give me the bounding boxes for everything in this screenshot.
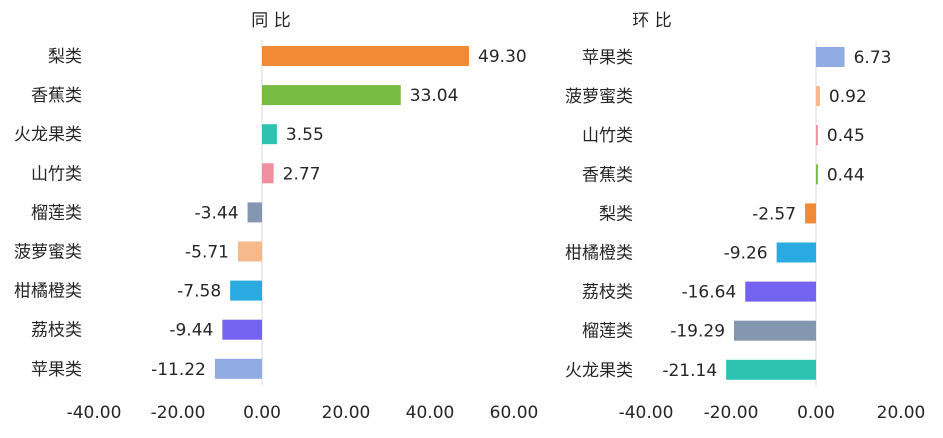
yoy-bar: [222, 319, 262, 340]
mom-bar: [745, 281, 816, 302]
mom-bar: [816, 47, 845, 67]
yoy-value-label: -5.71: [185, 243, 229, 263]
mom-value-label: -21.14: [662, 361, 717, 381]
yoy-bar: [262, 46, 470, 66]
mom-category-label: 梨类: [599, 204, 633, 224]
yoy-value-label: -3.44: [195, 203, 239, 223]
mom-value-label: 0.92: [829, 87, 867, 107]
yoy-category-label: 菠萝蜜类: [14, 243, 82, 263]
mom-category-label: 苹果类: [582, 48, 633, 68]
yoy-value-label: 33.04: [410, 86, 459, 106]
mom-value-label: 0.44: [827, 165, 865, 185]
yoy-value-label: -7.58: [177, 282, 221, 302]
yoy-bar: [262, 163, 274, 184]
mom-category-label: 火龙果类: [565, 361, 633, 381]
mom-category-label: 榴莲类: [582, 322, 633, 342]
mom-value-label: -9.26: [724, 244, 768, 264]
yoy-bar: [247, 202, 262, 223]
yoy-category-label: 榴莲类: [31, 203, 82, 223]
yoy-x-tick-label: 60.00: [490, 403, 539, 423]
mom-category-label: 菠萝蜜类: [565, 87, 633, 107]
mom-bar: [816, 164, 818, 185]
yoy-x-tick-label: -20.00: [151, 403, 206, 423]
mom-bar: [816, 86, 820, 107]
mom-x-tick-label: 20.00: [877, 403, 926, 423]
yoy-value-label: 2.77: [283, 164, 321, 184]
mom-bar: [726, 359, 816, 380]
mom-x-tick-label: -40.00: [619, 403, 674, 423]
yoy-category-label: 柑橘橙类: [14, 282, 82, 302]
yoy-bar: [238, 241, 262, 262]
mom-x-tick-label: -20.00: [704, 403, 759, 423]
yoy-category-label: 火龙果类: [14, 125, 82, 145]
yoy-value-label: -9.44: [169, 321, 213, 341]
mom-value-label: 6.73: [854, 48, 892, 68]
yoy-bar: [214, 358, 262, 379]
yoy-category-label: 梨类: [48, 47, 82, 67]
mom-x-tick-label: 0.00: [797, 403, 835, 423]
yoy-category-label: 荔枝类: [31, 321, 82, 341]
yoy-x-tick-label: 0.00: [243, 403, 281, 423]
mom-value-label: -16.64: [681, 283, 736, 303]
mom-category-label: 荔枝类: [582, 283, 633, 303]
mom-bar: [734, 320, 816, 341]
yoy-bar: [262, 85, 401, 106]
yoy-x-tick-label: 40.00: [406, 403, 455, 423]
mom-category-label: 柑橘橙类: [565, 244, 633, 264]
yoy-value-label: 3.55: [286, 125, 324, 145]
yoy-category-label: 香蕉类: [31, 86, 82, 106]
mom-bar: [816, 125, 818, 146]
yoy-x-tick-label: 20.00: [322, 403, 371, 423]
mom-bar: [776, 242, 816, 263]
yoy-category-label: 山竹类: [31, 164, 82, 184]
mom-category-label: 山竹类: [582, 126, 633, 146]
mom-category-label: 香蕉类: [582, 165, 633, 185]
yoy-bar: [230, 280, 262, 301]
mom-chart-title: 环 比: [632, 11, 671, 31]
yoy-chart-panel: 同 比梨类 49.30 香蕉类 33.04 火龙果类 3.55 山竹类 2.77 榴莲类 -3.4…: [14, 11, 538, 423]
yoy-x-tick-label: -40.00: [67, 403, 122, 423]
yoy-bar: [262, 124, 277, 145]
mom-value-label: -19.29: [670, 322, 725, 342]
mom-value-label: 0.45: [827, 126, 865, 146]
mom-bar: [805, 203, 816, 224]
yoy-value-label: 49.30: [478, 47, 527, 67]
yoy-category-label: 苹果类: [31, 360, 82, 380]
yoy-value-label: -11.22: [151, 360, 206, 380]
yoy-chart-title: 同 比: [251, 11, 290, 31]
mom-value-label: -2.57: [752, 204, 796, 224]
